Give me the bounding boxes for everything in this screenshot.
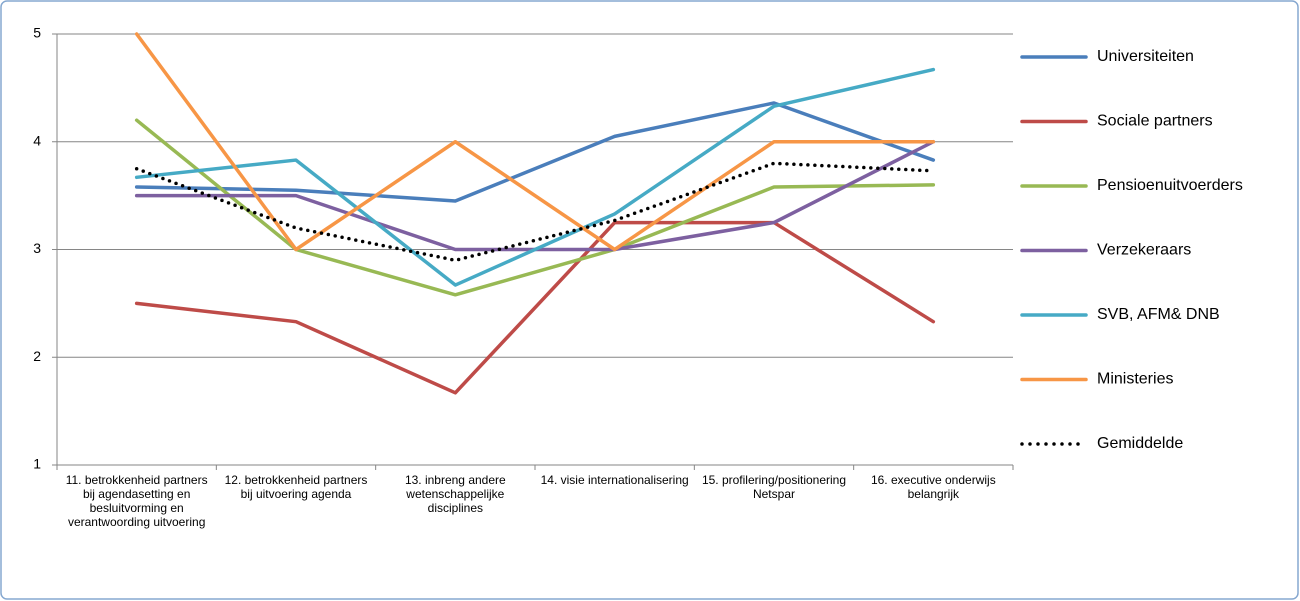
y-tick-label: 1 [33, 456, 41, 472]
x-tick-label: 11. betrokkenheid partners bij agendaset… [65, 473, 208, 529]
x-tick-label: 12. betrokkenheid partners bij uitvoerin… [224, 473, 368, 501]
legend-label: Verzekeraars [1097, 242, 1191, 259]
series-line [134, 101, 936, 203]
series-line [134, 32, 936, 252]
x-tick-label-box: 12. betrokkenheid partners bij uitvoerin… [224, 473, 368, 501]
y-tick-label: 5 [33, 25, 41, 41]
x-tick-label-box: 16. executive onderwijs belangrijk [870, 473, 996, 501]
series-line [134, 220, 936, 395]
x-tick-label: 14. visie internationalisering [540, 473, 689, 487]
x-tick-label: 16. executive onderwijs belangrijk [870, 473, 996, 501]
legend-label: Gemiddelde [1097, 435, 1183, 452]
x-tick-label: 15. profilering/positionering Netspar [701, 473, 847, 501]
x-tick-label: 13. inbreng andere wetenschappelijke dis… [404, 473, 506, 515]
legend-label: Universiteiten [1097, 48, 1194, 65]
x-tick-label-box: 15. profilering/positionering Netspar [701, 473, 847, 501]
series-line [134, 118, 936, 297]
x-tick-label-box: 14. visie internationalisering [540, 473, 689, 487]
series-line [134, 67, 936, 287]
legend-label: Pensioenuitvoerders [1097, 177, 1243, 194]
x-tick-label-box: 13. inbreng andere wetenschappelijke dis… [404, 473, 506, 515]
x-tick-label-box: 11. betrokkenheid partners bij agendaset… [65, 473, 208, 529]
legend-label: Ministeries [1097, 371, 1173, 388]
series-line [134, 161, 936, 263]
y-tick-label: 3 [33, 240, 41, 256]
legend-label: Sociale partners [1097, 113, 1213, 130]
y-tick-label: 4 [33, 132, 41, 148]
y-tick-label: 2 [33, 348, 41, 364]
legend-label: SVB, AFM& DNB [1097, 306, 1220, 323]
